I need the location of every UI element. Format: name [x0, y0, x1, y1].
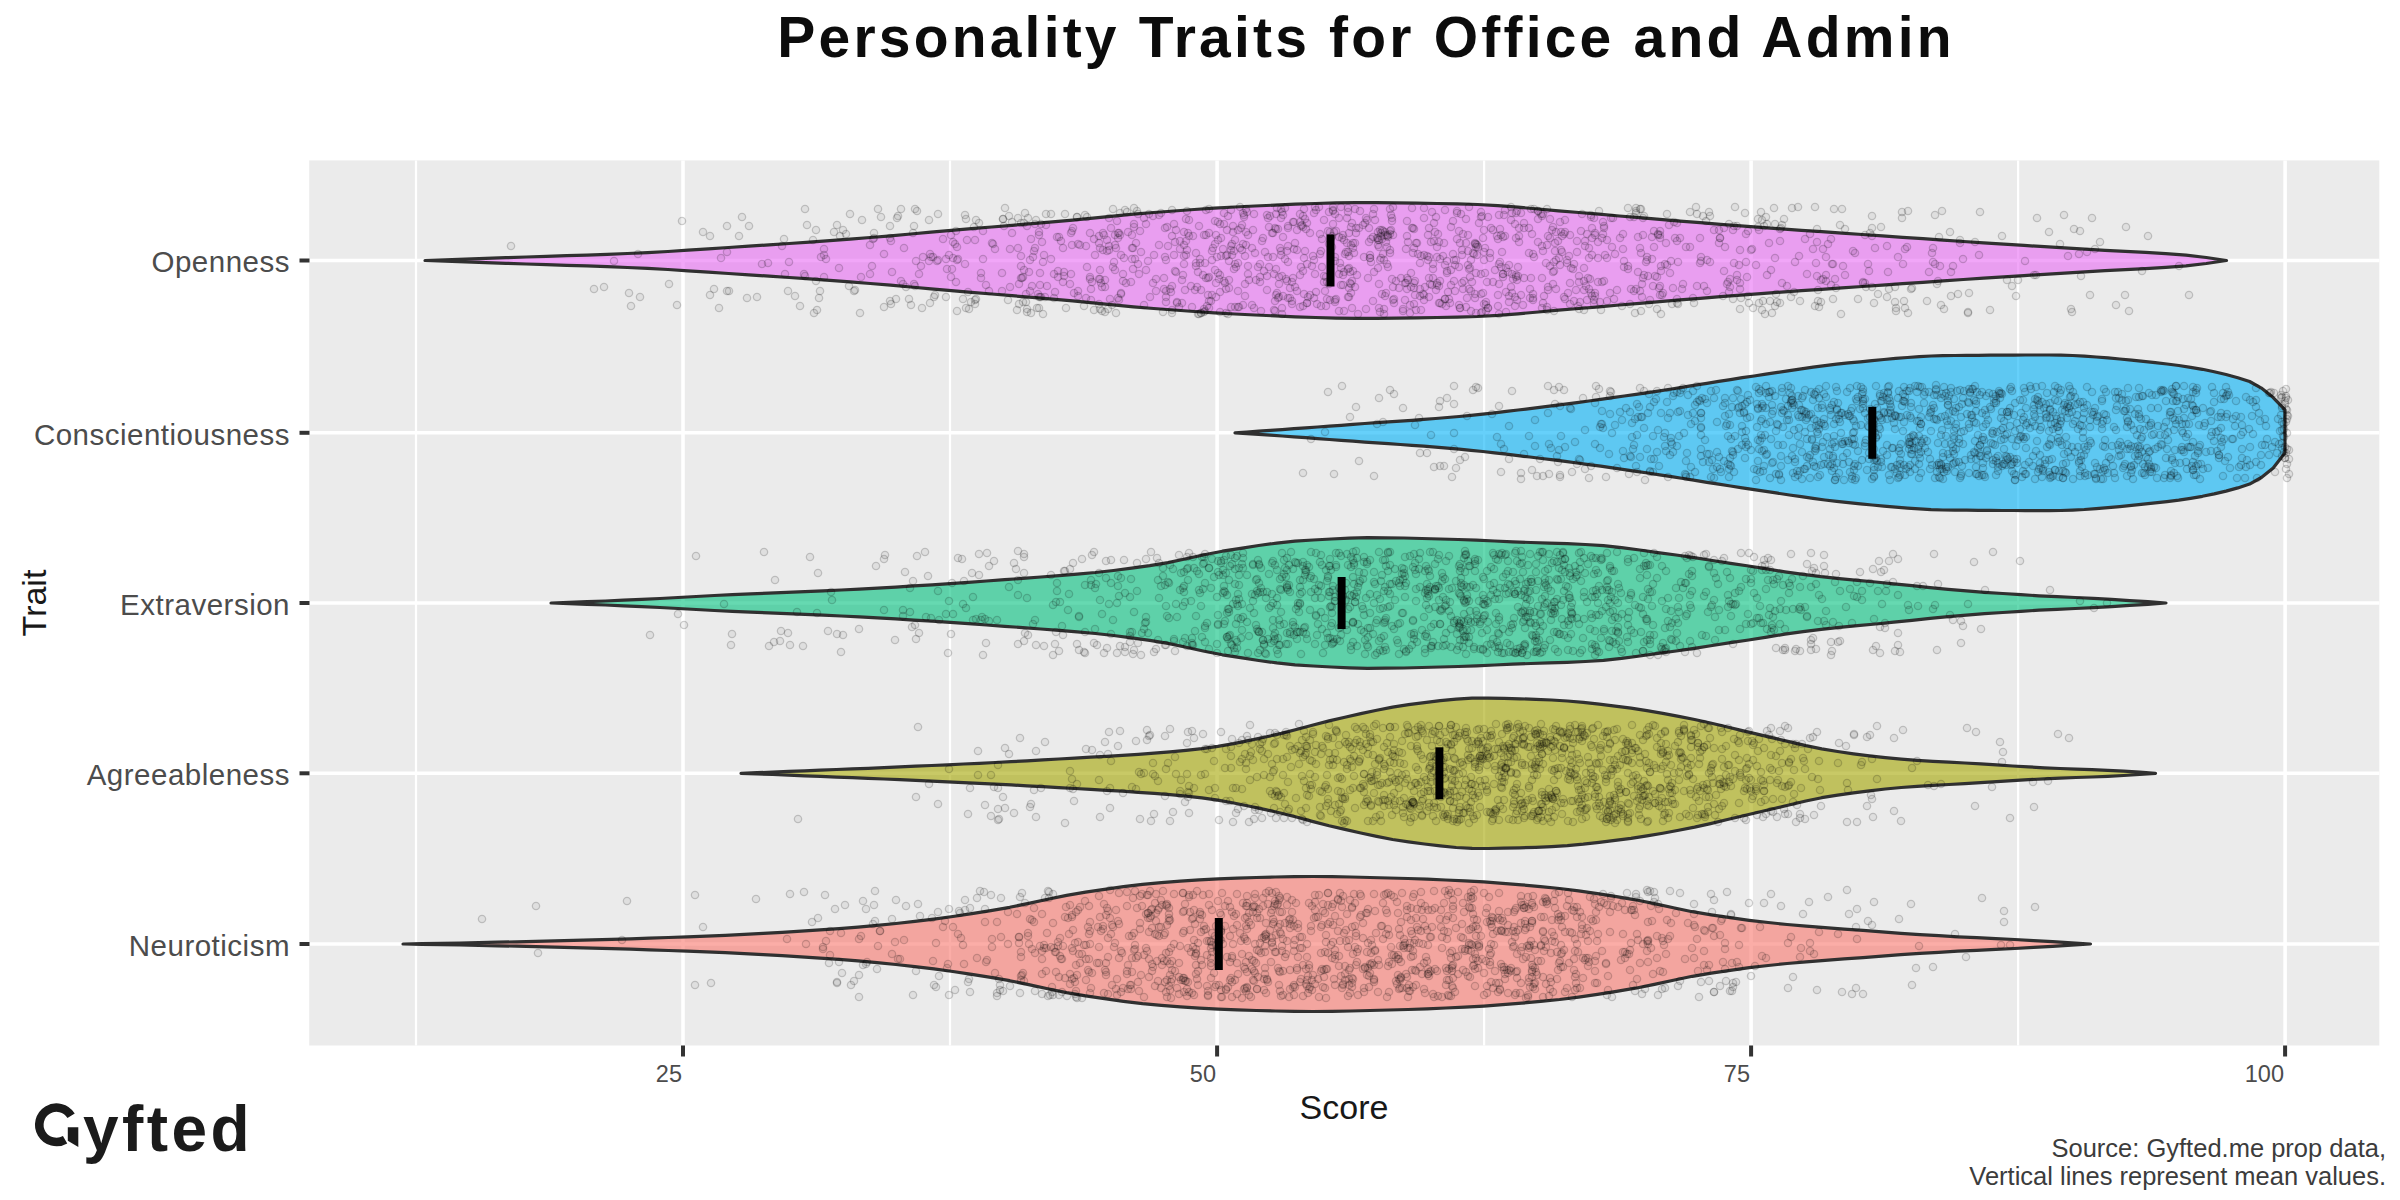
svg-text:Conscientiousness: Conscientiousness	[34, 418, 290, 451]
svg-text:Trait: Trait	[15, 569, 53, 636]
svg-text:yfted: yfted	[83, 1093, 253, 1165]
svg-text:Score: Score	[1300, 1088, 1389, 1126]
svg-text:Openness: Openness	[152, 245, 290, 278]
svg-text:Personality Traits for Office: Personality Traits for Office and Admin	[777, 5, 1954, 69]
svg-text:Vertical lines represent mean: Vertical lines represent mean values.	[1969, 1162, 2386, 1190]
svg-text:25: 25	[656, 1061, 682, 1087]
svg-text:50: 50	[1190, 1061, 1216, 1087]
svg-text:Extraversion: Extraversion	[120, 588, 290, 621]
svg-text:100: 100	[2245, 1061, 2284, 1087]
svg-text:Agreeableness: Agreeableness	[87, 758, 290, 791]
svg-text:Source: Gyfted.me prop data,: Source: Gyfted.me prop data,	[2051, 1134, 2386, 1162]
svg-text:75: 75	[1724, 1061, 1750, 1087]
svg-text:Neuroticism: Neuroticism	[129, 929, 290, 962]
